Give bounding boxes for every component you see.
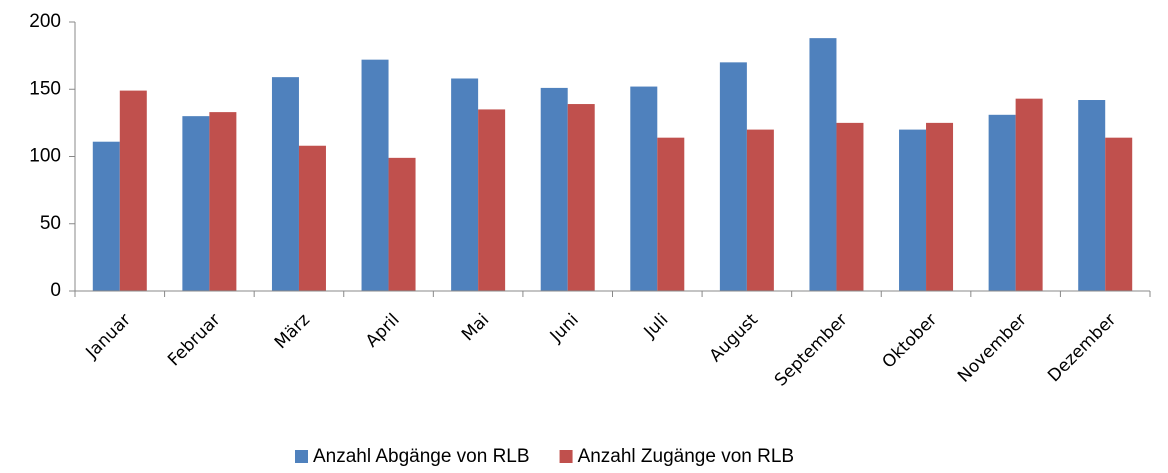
bar [388,157,416,291]
x-tick-label: August [706,310,762,366]
bar [209,112,237,292]
bar [809,38,837,291]
x-tick-label: Juli [640,310,673,343]
legend-swatch [295,450,308,463]
legend-label: Anzahl Abgänge von RLB [313,446,530,467]
y-tick-label: 0 [50,280,61,301]
x-tick-label: März [271,310,314,353]
y-tick-label: 200 [29,11,61,32]
x-tick-label: April [362,310,404,352]
legend: Anzahl Abgänge von RLB Anzahl Zugänge von… [295,446,794,467]
x-tick-label: Januar [82,310,135,363]
bar [451,78,479,292]
bar [119,90,147,291]
x-tick-label: Oktober [879,310,942,373]
bar [746,129,774,291]
bar [92,141,120,291]
legend-label: Anzahl Zugänge von RLB [578,446,795,467]
legend-swatch [559,450,573,463]
bar [361,59,389,291]
bar [1015,98,1043,291]
bar [540,87,568,291]
x-tick-label: September [771,310,852,391]
y-tick-label: 50 [40,213,61,234]
x-tick-label: Februar [164,310,224,370]
bar [988,114,1016,292]
bar [567,104,595,291]
bar [899,129,927,291]
bar [478,109,506,291]
bar [926,122,954,291]
y-tick-label: 150 [29,78,61,99]
bar [836,122,864,291]
bar [630,86,658,291]
bar [1105,137,1133,291]
x-tick-label: November [954,310,1031,387]
x-tick-label: Dezember [1044,310,1120,386]
bar [657,137,685,291]
y-tick-label: 100 [29,146,61,167]
bar [719,62,747,291]
bar [298,145,326,291]
x-tick-label: Mai [458,310,493,345]
bar [271,77,299,292]
bar [182,116,210,292]
x-tick-label: Juni [546,310,583,347]
bar [1078,100,1106,291]
